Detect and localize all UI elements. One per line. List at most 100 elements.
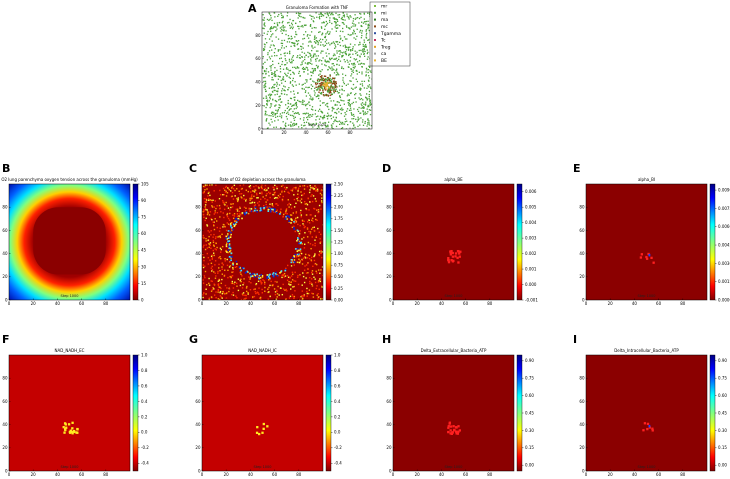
status-text-A: Step 1000	[308, 123, 326, 127]
agent-point	[302, 83, 304, 86]
agent-point	[351, 113, 353, 115]
depletion-cell	[294, 230, 296, 233]
agent-point	[295, 12, 298, 14]
agent-point	[289, 24, 291, 27]
agent-point	[284, 109, 286, 112]
depletion-cell	[221, 292, 224, 295]
agent-point	[367, 118, 369, 120]
depletion-cell	[288, 297, 291, 299]
hotspot-cell	[451, 255, 455, 258]
agent-point	[279, 27, 282, 29]
boundary-cell	[241, 212, 244, 214]
agent-point	[265, 97, 267, 99]
agent-point	[368, 124, 371, 126]
depletion-cell	[219, 207, 221, 210]
agent-point	[274, 73, 276, 75]
agent-point	[338, 74, 340, 76]
core-point	[327, 76, 330, 79]
agent-point	[326, 125, 328, 128]
colorbar-tick-label: 1.75	[334, 216, 343, 221]
agent-point	[263, 85, 265, 87]
boundary-cell	[268, 207, 271, 209]
agent-point	[297, 25, 299, 28]
depletion-cell	[300, 201, 303, 204]
depletion-cell	[290, 275, 293, 277]
depletion-cell	[238, 210, 241, 213]
depletion-cell	[312, 265, 314, 268]
depletion-cell	[207, 239, 209, 242]
boundary-cell	[229, 224, 232, 226]
agent-point	[307, 37, 310, 39]
depletion-cell	[230, 233, 232, 236]
depletion-cell	[211, 205, 213, 207]
depletion-cell	[240, 280, 242, 283]
agent-point	[333, 69, 335, 71]
agent-point	[294, 36, 296, 38]
agent-point	[354, 87, 356, 89]
agent-point	[344, 118, 347, 120]
depletion-cell	[251, 197, 253, 200]
depletion-cell	[237, 289, 240, 292]
agent-point	[272, 44, 275, 46]
depletion-cell	[249, 184, 252, 187]
agent-point	[365, 23, 367, 25]
agent-point	[310, 41, 312, 43]
y-tick-label: 0	[582, 468, 585, 473]
core-point	[321, 87, 323, 89]
depletion-cell	[320, 208, 322, 210]
agent-point	[269, 46, 271, 48]
boundary-cell	[297, 242, 300, 245]
core-point	[324, 89, 327, 91]
agent-point	[297, 67, 300, 69]
agent-point	[263, 105, 265, 107]
depletion-cell	[284, 289, 286, 291]
depletion-cell	[224, 269, 226, 271]
core-point	[331, 83, 334, 85]
agent-point	[294, 96, 296, 98]
core-point	[325, 79, 328, 81]
agent-point	[352, 64, 354, 66]
agent-point	[274, 67, 276, 69]
depletion-cell	[311, 217, 314, 220]
agent-point	[337, 72, 339, 75]
boundary-cell	[235, 221, 238, 224]
depletion-cell	[291, 226, 294, 229]
agent-point	[287, 102, 290, 105]
agent-point	[332, 13, 334, 16]
depletion-cell	[255, 273, 257, 276]
hotspot-cell	[449, 425, 453, 428]
depletion-cell	[302, 185, 304, 187]
agent-point	[315, 50, 318, 52]
colorbar-tick-label: 0.0045	[718, 242, 730, 247]
colorbar-tick-label: 0.4	[141, 399, 148, 404]
depletion-cell	[299, 212, 302, 214]
agent-point	[287, 38, 290, 40]
agent-point	[312, 20, 314, 22]
agent-point	[363, 18, 366, 20]
agent-point	[346, 59, 348, 61]
agent-point	[307, 92, 310, 94]
agent-point	[276, 69, 278, 72]
depletion-cell	[217, 298, 220, 300]
agent-point	[284, 72, 286, 75]
agent-point	[269, 98, 271, 100]
agent-point	[348, 104, 350, 106]
x-tick-label: 0	[585, 301, 588, 306]
agent-point	[309, 14, 311, 16]
depletion-cell	[296, 249, 299, 251]
agent-point	[319, 31, 321, 33]
depletion-cell	[284, 275, 287, 277]
boundary-cell	[273, 208, 276, 211]
agent-point	[269, 18, 271, 21]
agent-point	[348, 99, 351, 101]
depletion-cell	[249, 289, 252, 291]
agent-point	[326, 118, 329, 120]
agent-point	[353, 30, 355, 33]
depletion-cell	[285, 188, 287, 191]
agent-point	[284, 58, 286, 60]
agent-point	[326, 32, 328, 34]
depletion-cell	[241, 187, 243, 190]
agent-point	[321, 22, 323, 24]
depletion-cell	[244, 210, 247, 212]
